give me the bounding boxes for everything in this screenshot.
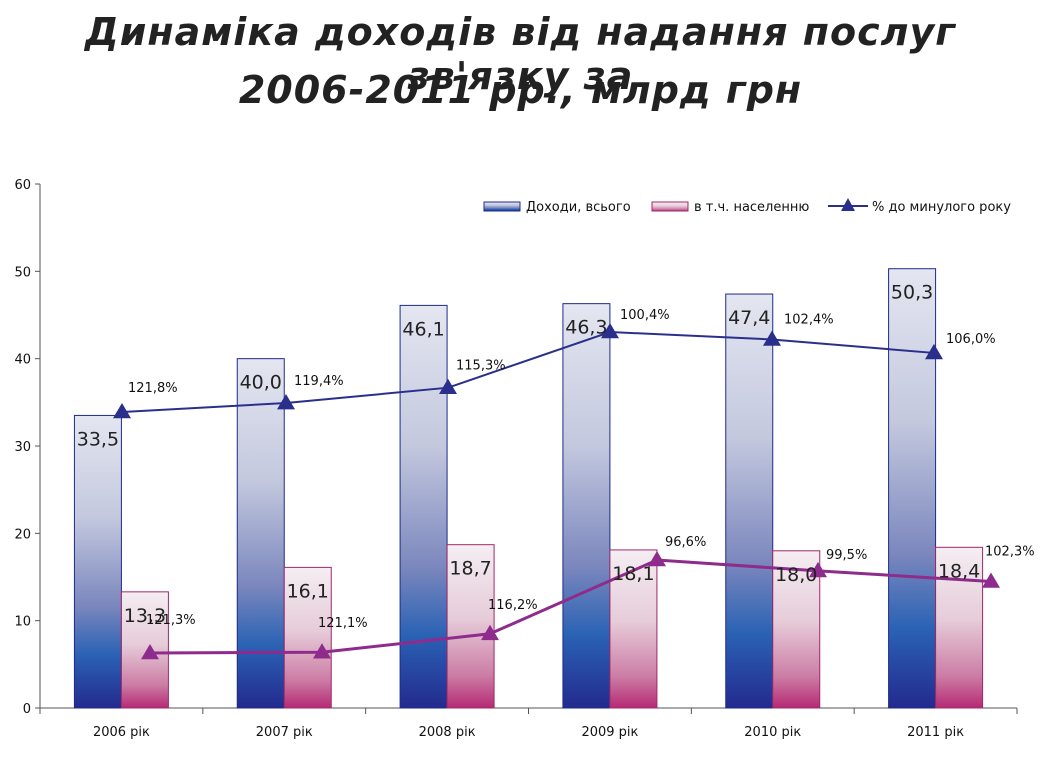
bar-total bbox=[562, 303, 611, 709]
line-point-marker bbox=[481, 624, 499, 641]
line-series-1 bbox=[121, 330, 935, 413]
line-series-2 bbox=[149, 558, 992, 655]
x-tick-label: 2010 рік bbox=[744, 725, 801, 740]
bar-total bbox=[399, 304, 448, 709]
line-point-marker bbox=[982, 572, 1000, 588]
x-tick-label: 2009 рік bbox=[581, 725, 638, 740]
line-point-label: 115,3% bbox=[456, 359, 506, 374]
line-point-marker bbox=[601, 323, 619, 339]
line-point-marker bbox=[313, 643, 331, 659]
x-tick-label: 2008 рік bbox=[419, 725, 476, 740]
bar-total-label: 33,5 bbox=[77, 428, 119, 450]
line-point-marker bbox=[925, 343, 943, 360]
line-point-marker bbox=[763, 330, 781, 346]
bar-population bbox=[935, 546, 984, 709]
chart-title-line2: 2006-2011 рр., млрд грн bbox=[238, 68, 803, 112]
bar-population-label: 18,0 bbox=[775, 564, 817, 586]
bar-population-label: 18,7 bbox=[449, 558, 491, 580]
line-point-marker bbox=[648, 551, 666, 567]
line-point-label: 99,5% bbox=[826, 548, 867, 563]
line-point-label: 121,8% bbox=[128, 381, 178, 396]
bar-total-label: 40,0 bbox=[240, 372, 282, 394]
line-point-label: 121,3% bbox=[146, 613, 196, 628]
y-tick-label: 40 bbox=[14, 353, 31, 368]
bar-population-label: 18,1 bbox=[612, 563, 654, 585]
bar-population-label: 18,4 bbox=[938, 560, 980, 582]
bar-population bbox=[283, 566, 332, 709]
bar-population bbox=[446, 544, 495, 709]
bar-population-label: 13,3 bbox=[124, 605, 166, 627]
x-tick-label: 2006 рік bbox=[93, 725, 150, 740]
bar-total bbox=[888, 268, 937, 709]
y-tick-label: 20 bbox=[14, 527, 31, 542]
bar-total-label: 50,3 bbox=[891, 282, 933, 304]
line-point-marker bbox=[277, 394, 295, 410]
bar-total bbox=[236, 358, 285, 709]
bar-population bbox=[120, 591, 169, 709]
x-tick-label: 2011 рік bbox=[907, 725, 964, 740]
y-tick-label: 60 bbox=[14, 178, 31, 193]
legend-line-marker bbox=[841, 198, 855, 211]
line-point-label: 102,3% bbox=[985, 544, 1035, 559]
y-tick-label: 0 bbox=[23, 702, 31, 717]
bar-total-label: 47,4 bbox=[728, 307, 770, 329]
y-tick-label: 10 bbox=[14, 615, 31, 630]
chart-title-line1: Динаміка доходів від надання послуг зв'я… bbox=[84, 10, 957, 98]
legend-total-swatch bbox=[483, 201, 521, 212]
x-tick-label: 2007 рік bbox=[256, 725, 313, 740]
bar-population-label: 16,1 bbox=[287, 580, 329, 602]
bar-total-label: 46,3 bbox=[565, 317, 607, 339]
y-tick-label: 50 bbox=[14, 265, 31, 280]
line-point-label: 96,6% bbox=[665, 535, 706, 550]
line-point-label: 116,2% bbox=[488, 598, 538, 613]
legend-total-text: Доходи, всього bbox=[526, 200, 631, 215]
line-point-label: 121,1% bbox=[318, 616, 368, 631]
legend-population-swatch bbox=[651, 201, 689, 212]
line-point-label: 106,0% bbox=[946, 332, 996, 347]
line-point-label: 102,4% bbox=[784, 312, 834, 327]
line-point-marker bbox=[809, 561, 827, 578]
legend-line-text: % до минулого року bbox=[872, 200, 1011, 215]
line-point-label: 119,4% bbox=[294, 374, 344, 389]
line-point-marker bbox=[439, 378, 457, 395]
bar-total bbox=[73, 414, 122, 709]
bar-total-label: 46,1 bbox=[402, 318, 444, 340]
line-point-marker bbox=[141, 644, 159, 660]
line-point-marker bbox=[113, 403, 131, 419]
legend-population-text: в т.ч. населенню bbox=[694, 200, 809, 215]
line-point-label: 100,4% bbox=[620, 308, 670, 323]
y-tick-label: 30 bbox=[14, 440, 31, 455]
bar-total bbox=[725, 293, 774, 709]
